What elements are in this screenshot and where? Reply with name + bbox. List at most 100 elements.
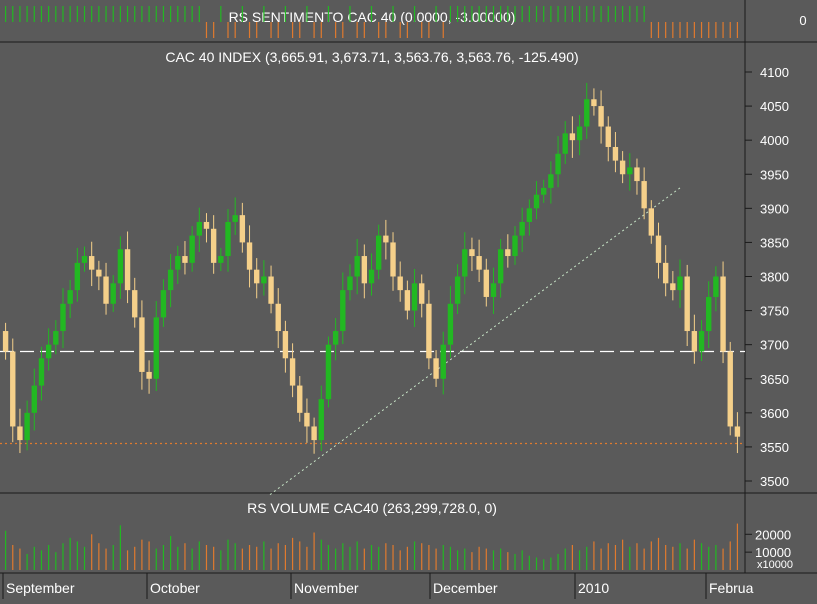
volume-title: RS VOLUME CAC40 (263,299,728.0, 0) <box>247 500 497 516</box>
candle <box>110 275 116 312</box>
candle <box>505 234 511 268</box>
candle-body <box>677 276 683 291</box>
candle-body <box>210 228 217 263</box>
candle-body <box>533 194 540 209</box>
price-title: CAC 40 INDEX (3,665.91, 3,673.71, 3,563.… <box>165 49 578 65</box>
candle <box>562 121 568 165</box>
candle <box>713 266 719 312</box>
candle <box>38 346 45 401</box>
candle <box>734 412 741 454</box>
candle <box>261 260 267 296</box>
candle <box>268 265 274 314</box>
candle <box>60 288 66 349</box>
price-y-tick-label: 3850 <box>760 235 789 250</box>
candle <box>232 197 238 235</box>
candle-body <box>612 146 619 161</box>
candle-body <box>38 358 45 386</box>
candle-body <box>218 256 224 263</box>
candle-body <box>254 269 260 284</box>
candle <box>17 408 23 454</box>
candle-body <box>45 344 52 359</box>
candle-body <box>641 181 647 209</box>
sentiment-y-tick: 0 <box>799 13 806 28</box>
candle-body <box>10 351 16 427</box>
candle <box>390 232 396 291</box>
candle <box>655 222 662 279</box>
candle <box>569 116 576 158</box>
candle <box>698 320 705 362</box>
candle-body <box>404 290 411 311</box>
candle <box>254 258 260 299</box>
candle-body <box>648 208 655 236</box>
candle-body <box>124 249 131 291</box>
candle <box>375 224 382 280</box>
candle-body <box>196 221 202 236</box>
candle <box>275 288 281 349</box>
candle <box>160 279 167 327</box>
candle <box>45 328 52 371</box>
candle-body <box>24 412 30 441</box>
candle-body <box>734 426 741 437</box>
candle-body <box>497 249 504 284</box>
candle <box>454 264 461 314</box>
candle-body <box>548 174 554 188</box>
price-y-tick-label: 3500 <box>760 474 789 489</box>
candle-body <box>691 331 698 352</box>
candle <box>490 267 497 314</box>
candle <box>555 136 561 188</box>
candle-body <box>411 283 418 311</box>
candle <box>297 376 303 422</box>
candle-body <box>2 331 9 352</box>
candle-body <box>397 276 403 291</box>
candle-body <box>53 331 59 345</box>
candle-body <box>175 256 181 270</box>
candle-body <box>354 256 360 277</box>
candle <box>727 341 733 436</box>
volume-y-axis: 10000 20000 <box>745 527 791 560</box>
candle-body <box>311 426 317 441</box>
candle <box>526 199 533 236</box>
candle <box>354 239 360 295</box>
candle-body <box>720 276 726 352</box>
candle-body <box>282 331 289 359</box>
candle-body <box>375 235 382 270</box>
candle <box>419 274 425 318</box>
volume-y-tick-label: 10000 <box>755 545 791 560</box>
candle-body <box>555 153 561 175</box>
candle <box>182 241 188 275</box>
candle <box>720 261 726 364</box>
x-label-october: October <box>150 580 200 596</box>
candle-body <box>419 283 425 304</box>
candle-body <box>454 276 461 304</box>
candle-body <box>662 262 669 284</box>
candle-body <box>584 99 590 127</box>
candle <box>476 239 482 282</box>
candle-body <box>139 317 145 372</box>
candle <box>289 343 296 398</box>
candle-body <box>110 283 116 304</box>
candle-body <box>153 317 159 379</box>
candle <box>24 400 30 451</box>
candle-body <box>390 242 396 277</box>
price-y-tick-label: 4000 <box>760 133 789 148</box>
candle <box>512 226 518 265</box>
candle <box>497 239 504 298</box>
volume-bars <box>4 523 739 570</box>
candle <box>10 338 16 443</box>
candle <box>627 153 633 191</box>
candle <box>411 269 418 327</box>
candle <box>648 200 655 244</box>
candle-body <box>304 412 310 427</box>
candle-body <box>670 283 676 291</box>
month-dividers <box>2 573 707 599</box>
candle <box>146 360 152 394</box>
candle-body <box>505 249 511 257</box>
candle-body <box>132 290 138 318</box>
candle <box>433 350 439 387</box>
candle-body <box>462 249 468 277</box>
candle <box>189 226 195 272</box>
price-y-axis: 3500 3550 3600 3650 3700 3750 3800 3850 3900 3950… <box>745 65 789 489</box>
candle <box>196 207 202 252</box>
